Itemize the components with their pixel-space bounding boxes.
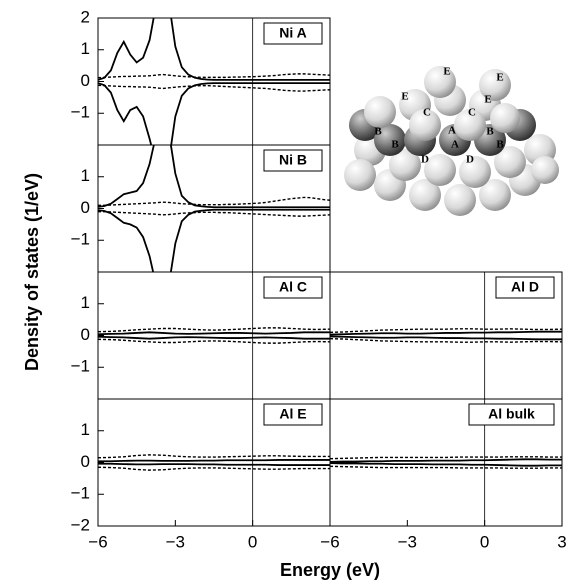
dos-line bbox=[98, 459, 330, 463]
cluster-label: E bbox=[484, 94, 491, 106]
dos-line bbox=[98, 338, 330, 344]
dos-line bbox=[98, 462, 330, 466]
dos-line bbox=[330, 462, 562, 467]
panel-label: Ni B bbox=[279, 152, 307, 168]
y-tick-label: 1 bbox=[81, 420, 90, 439]
cluster-label: C bbox=[423, 107, 431, 119]
panel bbox=[330, 272, 562, 399]
dos-line bbox=[330, 458, 562, 463]
cluster-label: E bbox=[401, 91, 408, 103]
cluster-label: A bbox=[448, 125, 456, 137]
dos-line bbox=[330, 465, 562, 469]
y-axis-label: Density of states (1/eV) bbox=[22, 173, 42, 371]
dos-line bbox=[98, 82, 330, 145]
dos-line bbox=[98, 331, 330, 336]
cluster-image bbox=[344, 66, 559, 216]
panel-label: Al C bbox=[279, 279, 307, 295]
panel-label-box bbox=[263, 403, 323, 426]
panel-label-box bbox=[263, 276, 323, 299]
x-tick-label: −6 bbox=[320, 532, 339, 551]
dos-line bbox=[98, 466, 330, 471]
dos-line bbox=[330, 330, 562, 336]
y-tick-label: 1 bbox=[81, 39, 90, 58]
panel-label: Al D bbox=[511, 279, 539, 295]
panel-label-box bbox=[263, 149, 323, 172]
y-tick-label: 0 bbox=[81, 452, 90, 471]
cluster-label: D bbox=[466, 154, 474, 166]
panel-frame bbox=[329, 398, 563, 527]
panel bbox=[98, 399, 330, 526]
panel-label-box bbox=[495, 276, 555, 299]
dos-line bbox=[98, 73, 330, 79]
x-tick-label: −3 bbox=[166, 532, 185, 551]
cluster-label: E bbox=[443, 66, 450, 78]
dos-line bbox=[330, 337, 562, 343]
y-tick-label: 1 bbox=[81, 166, 90, 185]
dos-line bbox=[330, 456, 562, 460]
panel bbox=[98, 145, 330, 272]
panel bbox=[98, 18, 330, 145]
panel-label: Ni A bbox=[279, 25, 306, 41]
panel-label: Al E bbox=[279, 406, 306, 422]
x-tick-label: 0 bbox=[480, 532, 489, 551]
cluster-label: E bbox=[496, 72, 503, 84]
y-tick-label: −1 bbox=[71, 484, 90, 503]
dos-line bbox=[98, 454, 330, 459]
dos-line bbox=[98, 327, 330, 333]
cluster-label: A bbox=[451, 139, 459, 151]
dos-line bbox=[330, 335, 562, 341]
y-tick-label: 2 bbox=[81, 7, 90, 26]
panel-label-box bbox=[263, 22, 323, 45]
cluster-label: B bbox=[486, 126, 494, 138]
dos-line bbox=[98, 208, 330, 272]
y-tick-label: 0 bbox=[81, 198, 90, 217]
dos-line bbox=[98, 210, 330, 217]
x-tick-label: 0 bbox=[248, 532, 257, 551]
y-tick-label: −1 bbox=[71, 357, 90, 376]
dos-line bbox=[98, 18, 330, 81]
panel-label-box bbox=[468, 403, 555, 426]
dos-line bbox=[98, 196, 330, 207]
cluster-label: D bbox=[421, 154, 429, 166]
cluster-label: B bbox=[374, 126, 382, 138]
x-axis-label: Energy (eV) bbox=[280, 560, 380, 580]
dos-line bbox=[330, 328, 562, 334]
cluster-label: C bbox=[468, 107, 476, 119]
panel-label: Al bulk bbox=[488, 406, 535, 422]
dos-line bbox=[98, 145, 330, 209]
cluster-label: B bbox=[496, 139, 504, 151]
y-tick-label: −1 bbox=[71, 230, 90, 249]
y-tick-label: 1 bbox=[81, 293, 90, 312]
y-tick-label: −1 bbox=[71, 103, 90, 122]
y-tick-label: 0 bbox=[81, 325, 90, 344]
x-tick-label: 3 bbox=[557, 532, 566, 551]
dos-line bbox=[98, 335, 330, 340]
x-tick-label: −6 bbox=[88, 532, 107, 551]
dos-line bbox=[98, 84, 330, 92]
cluster-label: B bbox=[391, 139, 399, 151]
y-tick-label: −2 bbox=[71, 515, 90, 534]
y-tick-label: 0 bbox=[81, 71, 90, 90]
panel bbox=[98, 272, 330, 399]
x-tick-label: −3 bbox=[398, 532, 417, 551]
